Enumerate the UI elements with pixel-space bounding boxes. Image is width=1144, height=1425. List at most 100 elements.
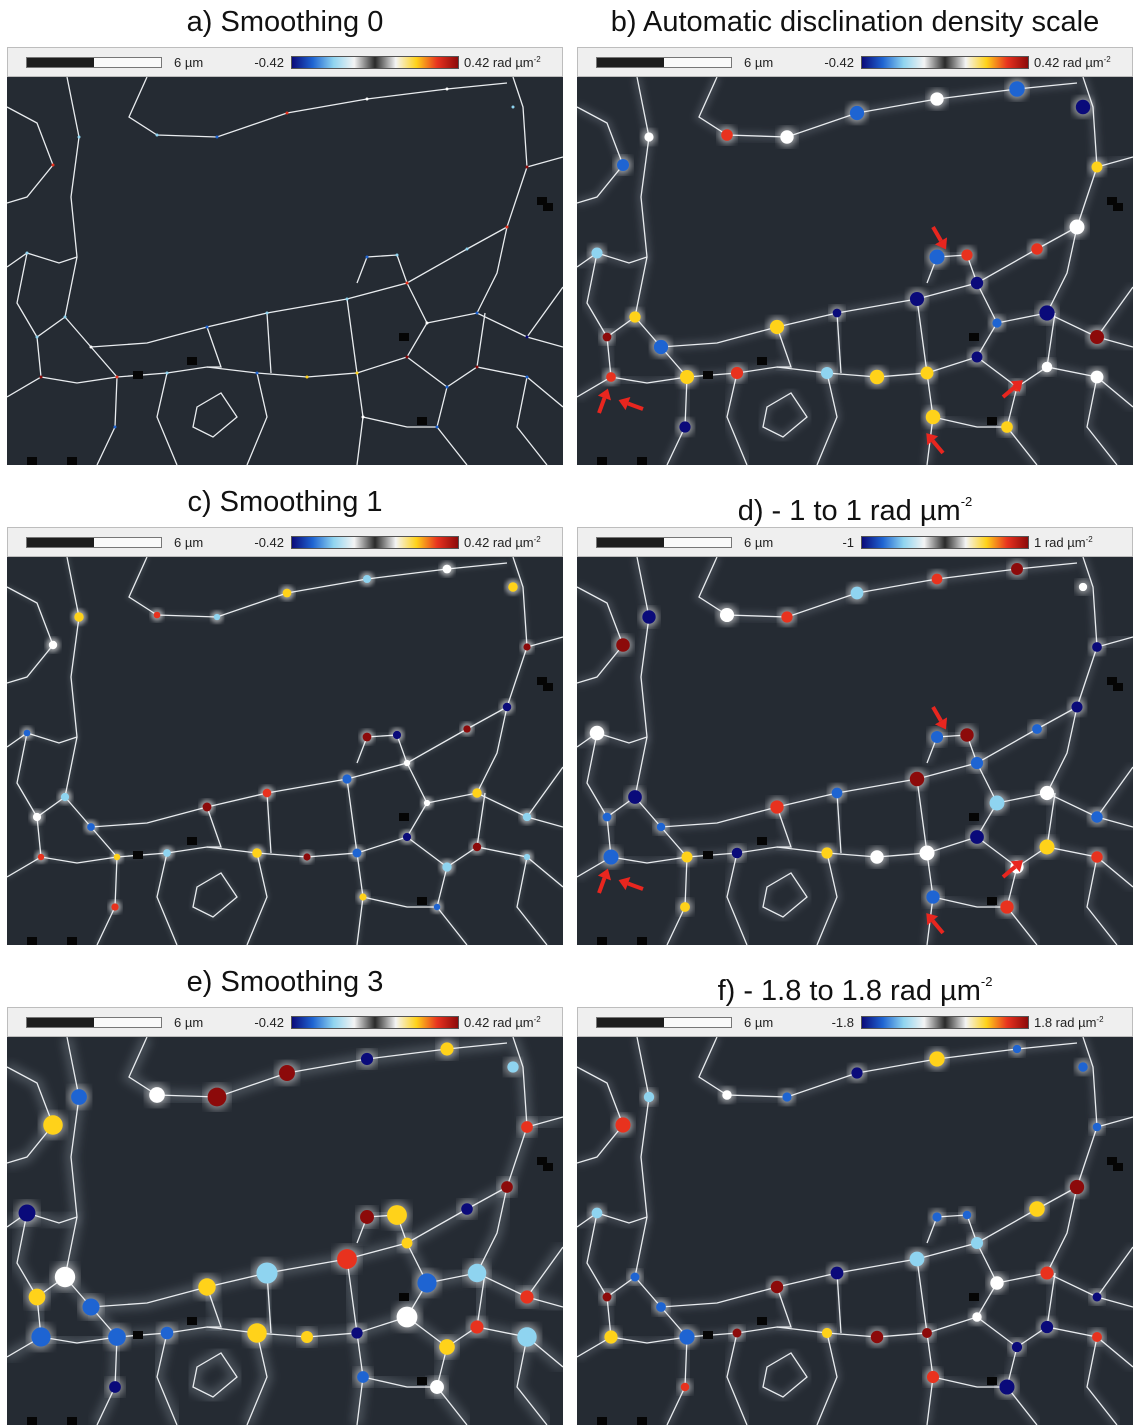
grain-boundary (996, 312, 1133, 348)
density-spot (1039, 839, 1055, 855)
density-spot (113, 425, 117, 429)
density-spot (423, 799, 431, 807)
arrow-icon (926, 433, 945, 455)
density-spot (54, 1266, 76, 1288)
density-spot (970, 756, 984, 770)
density-map (7, 557, 563, 945)
arrow-icon (597, 388, 612, 414)
density-spot (730, 366, 744, 380)
density-spot (1091, 851, 1103, 863)
density-spot (360, 1052, 374, 1066)
grain-boundary (836, 792, 842, 854)
grain-boundary (996, 792, 1133, 828)
grain-boundary (64, 1037, 528, 1308)
grain-boundary-map (7, 1037, 563, 1425)
unindexed-region (543, 203, 553, 211)
grain-boundary (516, 1336, 548, 1425)
density-spot (653, 339, 669, 355)
grain-boundary-map (7, 77, 563, 465)
legend-bar: 6 µm -0.42 0.42 rad µm-2 (7, 527, 563, 557)
grain-boundary (476, 1186, 508, 1274)
density-spot (265, 311, 269, 315)
density-spot (1078, 1062, 1088, 1072)
grain-boundary (516, 376, 548, 465)
unindexed-region (703, 371, 713, 379)
density-spot (111, 903, 119, 911)
density-spot (1069, 1179, 1085, 1195)
density-spot (970, 830, 984, 844)
arrow-icon (1001, 860, 1023, 879)
grain-boundary (526, 766, 563, 818)
unindexed-region (417, 417, 427, 425)
density-spot (508, 582, 518, 592)
grain-boundary (526, 1246, 563, 1298)
density-spot (821, 847, 833, 859)
grain-boundary (634, 77, 1098, 348)
panel-title: c) Smoothing 1 (187, 486, 383, 518)
density-spot (113, 853, 121, 861)
density-map (577, 77, 1133, 465)
grain-boundary (476, 706, 508, 794)
map-background (7, 1037, 563, 1425)
density-spot (362, 574, 372, 584)
density-spot (1039, 785, 1055, 801)
density-spot (31, 1327, 51, 1347)
density-spot (396, 1306, 418, 1328)
density-spot (362, 732, 372, 742)
grain-boundary (660, 826, 688, 945)
unindexed-region (969, 813, 979, 821)
density-spot (922, 1328, 932, 1338)
density-spot (467, 1263, 487, 1283)
grain-boundary (1086, 376, 1118, 465)
grain-boundary (266, 312, 272, 374)
grain-boundary (1096, 286, 1133, 338)
unindexed-region (67, 937, 77, 945)
density-spot (1078, 582, 1088, 592)
grain-boundary (116, 366, 268, 465)
colorbar-max-label: 1 rad µm-2 (1034, 535, 1093, 550)
grain-boundary (476, 226, 508, 314)
density-spot (1011, 1341, 1023, 1353)
colorbar-min-label: -1 (842, 535, 854, 550)
map-background (577, 557, 1133, 945)
density-spot (821, 1327, 833, 1339)
grain-boundary (776, 1286, 792, 1328)
density-spot (523, 853, 531, 861)
unindexed-region (1113, 683, 1123, 691)
unindexed-region (537, 1157, 547, 1165)
unindexed-region (987, 417, 997, 425)
grain-boundary (634, 1037, 1098, 1308)
density-spot (832, 308, 842, 318)
scale-bar (596, 537, 732, 548)
density-spot (475, 365, 479, 369)
density-spot (165, 371, 169, 375)
legend-bar: 6 µm -1.8 1.8 rad µm-2 (577, 1007, 1133, 1037)
density-spot (1011, 563, 1023, 575)
grain-boundary (610, 1336, 688, 1344)
density-spot (970, 276, 984, 290)
density-spot (89, 345, 93, 349)
density-spot (1075, 99, 1091, 115)
density-spot (403, 759, 411, 767)
density-spot (992, 318, 1002, 328)
density-spot (360, 1210, 374, 1224)
density-spot (475, 311, 479, 315)
density-spot (359, 893, 367, 901)
density-spot (831, 787, 843, 799)
density-spot (37, 853, 45, 861)
density-spot (656, 1302, 666, 1312)
density-spot (207, 1087, 227, 1107)
density-spot (1089, 329, 1105, 345)
density-spot (520, 1290, 534, 1304)
grain-boundary (40, 856, 118, 864)
density-spot (387, 1205, 407, 1225)
density-spot (971, 351, 983, 363)
colorbar-max-label: 0.42 rad µm-2 (1034, 55, 1111, 70)
density-spot (616, 638, 630, 652)
density-spot (870, 1330, 884, 1344)
grain-boundary (192, 392, 238, 438)
grain-boundary (156, 372, 178, 465)
unindexed-region (187, 1317, 197, 1325)
density-spot (679, 421, 691, 433)
density-spot (395, 253, 399, 257)
